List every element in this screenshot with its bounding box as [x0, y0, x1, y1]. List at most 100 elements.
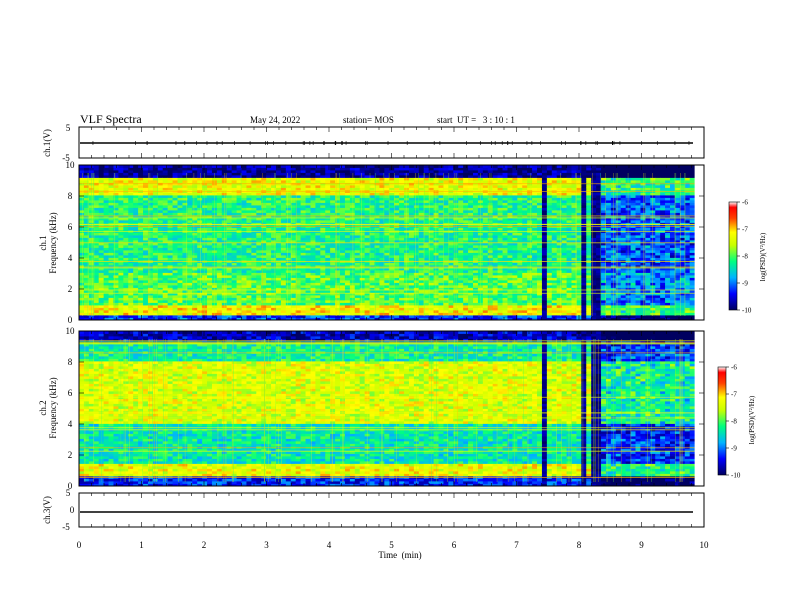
spectrogram-cell: [413, 170, 420, 173]
spectrogram-cell: [143, 185, 149, 188]
spectrogram-cell: [359, 317, 366, 321]
spectrogram-cell: [384, 195, 390, 198]
spectrogram-cell: [315, 215, 321, 218]
spectrogram-cell: [133, 165, 139, 168]
spectrogram-cell: [211, 287, 218, 291]
spectrogram-cell: [79, 280, 85, 283]
spectrogram-cell: [162, 220, 169, 223]
spectrogram-cell: [285, 255, 292, 258]
spectrogram-cell: [83, 252, 90, 256]
spectrogram-cell: [241, 262, 247, 266]
spectrogram-cell: [167, 265, 173, 268]
spectrogram-cell: [271, 210, 277, 213]
spectrogram-cell: [103, 305, 109, 308]
spectrogram-cell: [93, 262, 100, 266]
spectrogram-cell: [79, 282, 85, 286]
spectrogram-cell: [448, 285, 454, 288]
spectrogram-cell: [157, 192, 164, 196]
spectrogram-cell: [123, 267, 129, 271]
spectrogram-cell: [83, 242, 90, 246]
spectrogram-cell: [408, 262, 415, 266]
spectrogram-cell: [167, 262, 173, 266]
spectrogram-cell: [226, 202, 233, 206]
spectrogram-cell: [448, 282, 454, 286]
spectrogram-cell: [315, 237, 321, 241]
spectrogram-cell: [300, 212, 306, 216]
spectrogram-cell: [369, 252, 375, 256]
spectrogram-cell: [404, 212, 410, 216]
spectrogram-cell: [271, 295, 277, 298]
spectrogram-cell: [251, 205, 257, 208]
spectrogram-cell: [271, 240, 277, 243]
spectrogram-cell: [167, 220, 173, 223]
spectrogram-cell: [418, 262, 425, 266]
spectrogram-cell: [216, 207, 223, 211]
spectrogram-cell: [138, 172, 144, 176]
spectrogram-cell: [138, 287, 144, 291]
spectrogram-cell: [216, 165, 223, 168]
spectrogram-cell: [207, 165, 213, 168]
spectrogram-cell: [374, 305, 380, 308]
spectrogram-cell: [300, 280, 306, 283]
spectrogram-cell: [310, 270, 316, 273]
spectrogram-cell: [413, 297, 420, 301]
spectrogram-cell: [266, 247, 272, 251]
spectrogram-cell: [83, 280, 90, 283]
spectrogram-cell: [448, 317, 454, 321]
spectrogram-cell: [143, 177, 149, 181]
spectrogram-cell: [290, 175, 297, 178]
spectrogram-cell: [256, 202, 262, 206]
spectrogram-cell: [157, 317, 164, 321]
spectrogram-cell: [202, 287, 208, 291]
spectrogram-cell: [211, 220, 218, 223]
spectrogram-cell: [152, 287, 159, 291]
spectrogram-cell: [399, 252, 405, 256]
spectrogram-cell: [404, 282, 410, 286]
spectrogram-cell: [413, 180, 420, 183]
spectrogram-cell: [182, 247, 188, 251]
spectrogram-cell: [236, 202, 242, 206]
spectrogram-cell: [335, 250, 341, 253]
spectrogram-cell: [340, 235, 346, 238]
spectrogram-cell: [128, 255, 134, 258]
spectrogram-cell: [354, 195, 361, 198]
spectrogram-cell: [330, 247, 336, 251]
spectrogram-cell: [241, 202, 247, 206]
spectrogram-cell: [364, 180, 370, 183]
spectrogram-cell: [108, 180, 114, 183]
spectrogram-cell: [207, 242, 213, 246]
spectrogram-cell: [133, 317, 139, 321]
spectrogram-cell: [418, 237, 425, 241]
spectrogram-cell: [448, 290, 454, 293]
spectrogram-cell: [379, 232, 385, 236]
spectrogram-cell: [172, 215, 178, 218]
spectrogram-cell: [290, 270, 297, 273]
spectrogram-cell: [182, 275, 188, 278]
spectrogram-cell: [389, 220, 395, 223]
spectrogram-cell: [79, 237, 85, 241]
spectrogram-cell: [182, 270, 188, 273]
spectrogram-cell: [197, 215, 203, 218]
spectrogram-cell: [93, 265, 100, 268]
spectrogram-cell: [157, 232, 164, 236]
spectrogram-cell: [256, 240, 262, 243]
spectrogram-cell: [123, 172, 129, 176]
spectrogram-cell: [152, 220, 159, 223]
spectrogram-cell: [325, 285, 331, 288]
spectrogram-cell: [340, 210, 346, 213]
spectrogram-cell: [280, 275, 287, 278]
spectrogram-cell: [197, 200, 203, 203]
spectrogram-cell: [261, 310, 267, 313]
spectrogram-cell: [428, 287, 435, 291]
spectrogram-cell: [207, 290, 213, 293]
spectrogram-cell: [79, 312, 85, 316]
spectrogram-cell: [192, 282, 198, 286]
spectrogram-cell: [123, 280, 129, 283]
spectrogram-cell: [394, 205, 400, 208]
spectrogram-cell: [197, 170, 203, 173]
spectrogram-cell: [310, 252, 316, 256]
spectrogram-cell: [123, 265, 129, 268]
spectrogram-cell: [177, 255, 183, 258]
spectrogram-cell: [202, 195, 208, 198]
spectrogram-cell: [231, 252, 237, 256]
